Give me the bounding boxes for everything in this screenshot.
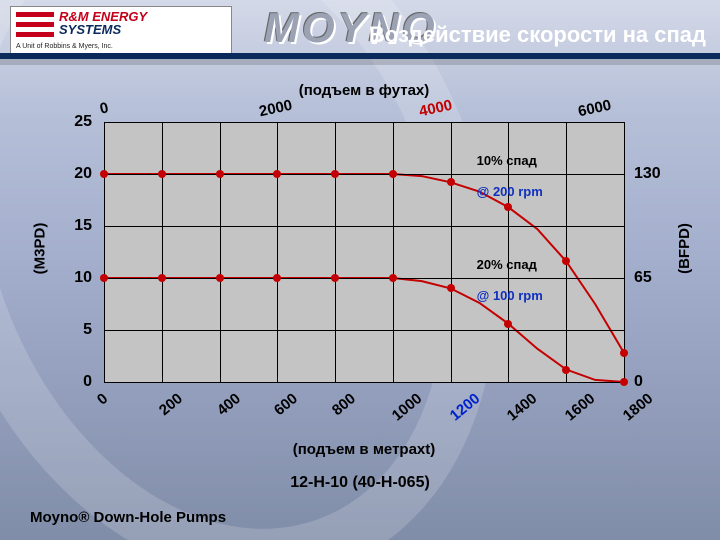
chart: (подъем в футах) 0200040006000 10% спад@… bbox=[104, 80, 624, 460]
y-right-ticks: 065130 bbox=[630, 80, 678, 410]
page-title: Воздействие скорости на спад bbox=[369, 22, 706, 48]
subtitle: 12-H-10 (40-H-065) bbox=[0, 474, 720, 492]
plot-area: 10% спад@ 200 rpm20% спад@ 100 rpm bbox=[104, 122, 624, 382]
series-lines bbox=[104, 122, 624, 382]
title-band: R&M ENERGYSYSTEMS A Unit of Robbins & My… bbox=[0, 0, 720, 70]
logo-name: R&M ENERGYSYSTEMS bbox=[59, 10, 147, 36]
x-top-ticks: 0200040006000 bbox=[104, 98, 624, 118]
x-bottom-label: (подъем в метрахt) bbox=[104, 441, 624, 458]
y-right-label: (BFPD) bbox=[676, 223, 693, 274]
logo-flag-icon bbox=[16, 12, 54, 38]
slide: R&M ENERGYSYSTEMS A Unit of Robbins & My… bbox=[0, 0, 720, 540]
y-left-label: (M3PD) bbox=[31, 223, 48, 275]
footer: Moyno® Down-Hole Pumps bbox=[30, 509, 226, 526]
logo-sub: A Unit of Robbins & Myers, Inc. bbox=[16, 43, 113, 50]
logo: R&M ENERGYSYSTEMS A Unit of Robbins & My… bbox=[10, 6, 232, 54]
x-top-label: (подъем в футах) bbox=[104, 82, 624, 99]
x-bottom-ticks: 020040060080010001200140016001800 bbox=[104, 386, 624, 426]
